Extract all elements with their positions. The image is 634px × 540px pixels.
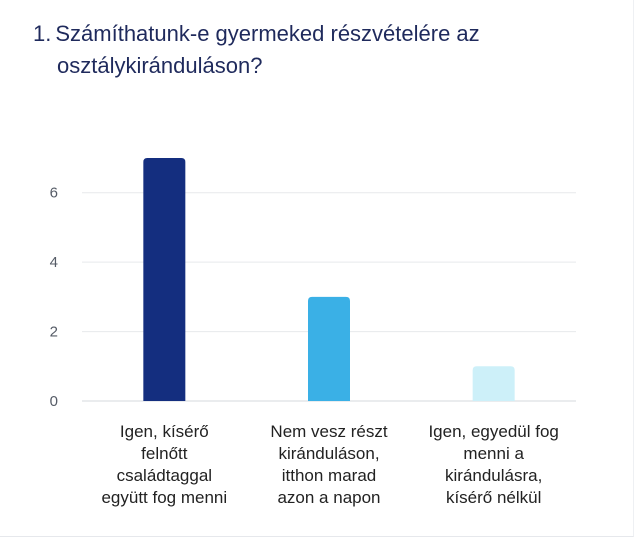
- category-label-line: Nem vesz részt: [270, 422, 387, 441]
- category-label-1: Igen, kísérő felnőtt családtaggal együtt fo…: [101, 422, 227, 507]
- category-label-line: itthon marad: [282, 466, 377, 485]
- question-number: 1.: [33, 21, 52, 46]
- bar-1: [143, 158, 186, 401]
- question-text-line1: Számíthatunk-e gyermeked részvételére az: [55, 21, 480, 46]
- category-label-3: Igen, egyedül fog menni a kirándulásra, kís…: [428, 422, 558, 507]
- x-axis-categories: Igen, kísérő felnőtt családtaggal együtt fo…: [101, 422, 558, 507]
- bar-3: [472, 366, 515, 401]
- y-tick-label: 2: [50, 324, 58, 341]
- y-tick-label: 4: [50, 254, 58, 271]
- y-axis-ticks: 0 2 4 6: [50, 185, 58, 410]
- category-label-line: menni a: [463, 444, 524, 463]
- question-text-line2: osztálykiránduláson?: [57, 53, 263, 78]
- bar-2: [308, 296, 350, 401]
- category-label-line: felnőtt: [141, 444, 188, 463]
- category-label-line: kísérő nélkül: [446, 488, 541, 507]
- question-title: 1. Számíthatunk-e gyermeked részvételére …: [33, 18, 593, 82]
- category-label-line: együtt fog menni: [101, 488, 227, 507]
- category-label-line: családtaggal: [117, 466, 212, 485]
- category-label-line: kiránduláson,: [278, 444, 379, 463]
- y-tick-label: 0: [50, 393, 58, 410]
- category-label-line: Igen, egyedül fog: [428, 422, 558, 441]
- y-tick-label: 6: [50, 185, 58, 202]
- bars: [143, 158, 515, 401]
- category-label-line: azon a napon: [277, 488, 380, 507]
- category-label-2: Nem vesz részt kiránduláson, itthon marad a…: [270, 422, 387, 507]
- category-label-line: kirándulásra,: [445, 466, 542, 485]
- category-label-line: Igen, kísérő: [120, 422, 209, 441]
